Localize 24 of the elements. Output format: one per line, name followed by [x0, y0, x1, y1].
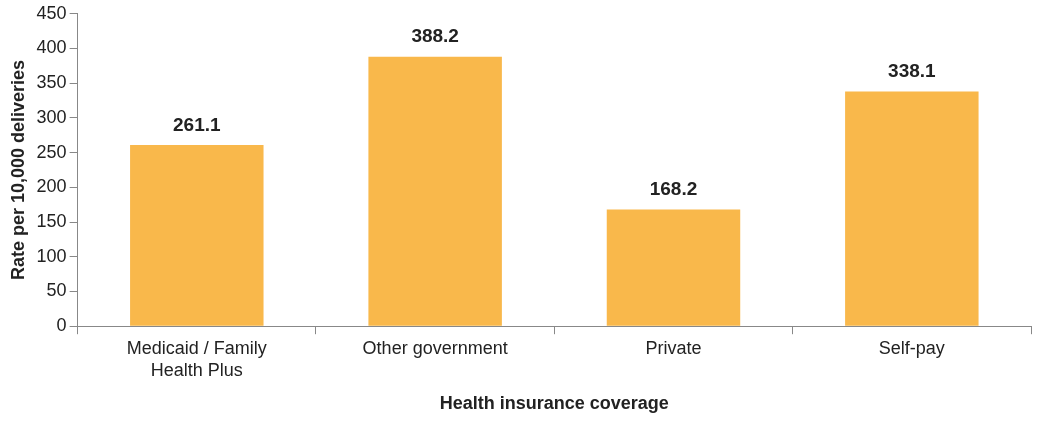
data-label: 388.2: [411, 25, 459, 47]
y-axis-title: Rate per 10,000 deliveries: [7, 59, 28, 281]
y-tick-label: 250: [36, 141, 67, 162]
x-tick-label: Medicaid / Family Health Plus: [126, 337, 267, 380]
x-tick-label: Other government: [362, 337, 508, 358]
y-tick-label: 200: [36, 176, 67, 197]
y-tick-label: 400: [36, 37, 67, 58]
bar: [845, 91, 979, 326]
x-tick-label: Self-pay: [878, 337, 945, 358]
y-tick-label: 100: [36, 245, 67, 266]
bar: [368, 56, 502, 326]
data-label: 168.2: [649, 178, 698, 200]
bar: [606, 209, 741, 326]
bar: [130, 144, 264, 326]
y-tick-label: 0: [56, 315, 67, 336]
y-tick-label: 150: [36, 211, 67, 232]
data-label: 261.1: [173, 113, 222, 135]
data-label: 338.1: [888, 60, 937, 82]
y-tick-label: 300: [36, 106, 67, 127]
x-axis-title: Health insurance coverage: [439, 393, 669, 414]
y-tick-label: 450: [36, 2, 67, 23]
y-tick-label: 350: [36, 72, 67, 93]
x-tick-label: Private: [645, 337, 702, 358]
y-tick-label: 50: [46, 280, 67, 301]
